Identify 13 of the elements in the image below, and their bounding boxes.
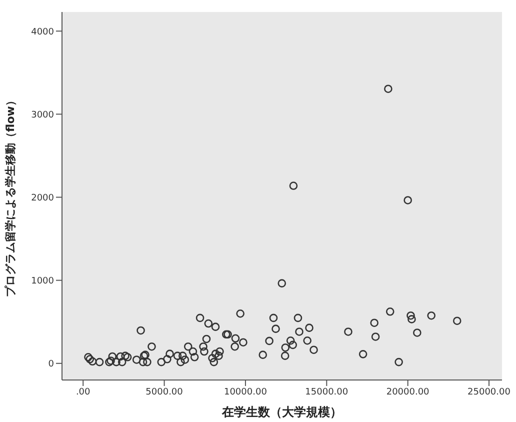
y-tick-label: 4000	[31, 27, 54, 38]
x-tick-label: 25000.00	[468, 387, 511, 398]
x-tick-label: 15000.00	[305, 387, 348, 398]
y-tick-label: 0	[48, 360, 54, 370]
y-tick-label: 2000	[31, 193, 54, 204]
y-tick-label: 1000	[31, 276, 54, 287]
x-tick-label: 10000.00	[224, 387, 268, 398]
x-tick-label: 20000.00	[386, 387, 430, 398]
y-axis-title: プログラム留学による学生移動（flow）	[4, 95, 17, 297]
x-tick-label: 5000.00	[146, 387, 184, 398]
x-tick-label: .00	[76, 387, 91, 398]
x-axis-title: 在学生数（大学規模）	[221, 405, 342, 419]
y-tick-label: 3000	[31, 110, 54, 120]
